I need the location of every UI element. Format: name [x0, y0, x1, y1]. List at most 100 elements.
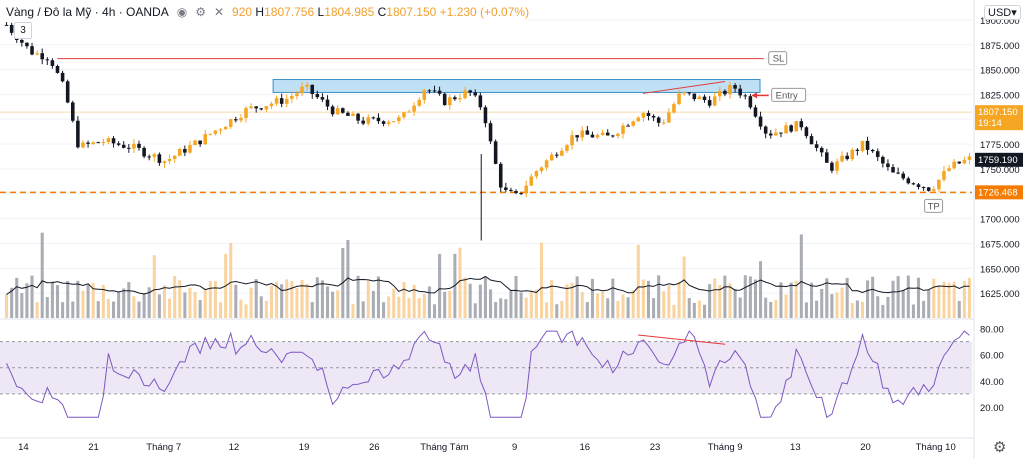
- candle[interactable]: [504, 182, 508, 193]
- candle[interactable]: [794, 121, 799, 132]
- currency-selector[interactable]: USD▾: [984, 5, 1021, 20]
- candle[interactable]: [341, 107, 345, 114]
- candle[interactable]: [458, 93, 462, 103]
- candle[interactable]: [279, 93, 284, 108]
- candle[interactable]: [901, 171, 906, 181]
- candle[interactable]: [651, 114, 656, 122]
- candle[interactable]: [621, 123, 625, 139]
- candle[interactable]: [142, 146, 146, 159]
- candle[interactable]: [346, 111, 350, 116]
- candle[interactable]: [132, 139, 136, 153]
- candle[interactable]: [738, 84, 742, 99]
- candle[interactable]: [509, 187, 513, 192]
- candle[interactable]: [40, 48, 44, 65]
- candle[interactable]: [580, 126, 585, 142]
- candle[interactable]: [223, 126, 228, 130]
- candle[interactable]: [845, 152, 849, 161]
- candle[interactable]: [76, 116, 80, 149]
- candle[interactable]: [442, 92, 447, 106]
- candle[interactable]: [947, 165, 951, 172]
- candle[interactable]: [284, 94, 289, 108]
- candle[interactable]: [432, 85, 437, 93]
- candle[interactable]: [840, 151, 844, 163]
- candle[interactable]: [86, 140, 90, 148]
- candle[interactable]: [116, 141, 121, 147]
- candle[interactable]: [921, 186, 926, 191]
- candle[interactable]: [101, 138, 106, 146]
- candle[interactable]: [575, 135, 579, 142]
- candle[interactable]: [763, 125, 768, 139]
- candle[interactable]: [636, 116, 641, 122]
- candle[interactable]: [870, 148, 875, 153]
- candle[interactable]: [391, 121, 396, 123]
- candle[interactable]: [177, 147, 182, 156]
- candle[interactable]: [335, 104, 340, 116]
- candle[interactable]: [804, 126, 809, 139]
- candle[interactable]: [534, 170, 539, 179]
- candle[interactable]: [743, 93, 748, 100]
- candle[interactable]: [799, 118, 804, 131]
- candle[interactable]: [305, 81, 309, 91]
- entry-label[interactable]: Entry: [771, 87, 807, 102]
- candle[interactable]: [20, 38, 24, 47]
- candle[interactable]: [493, 139, 498, 165]
- candle[interactable]: [519, 192, 523, 196]
- candle[interactable]: [417, 97, 422, 108]
- candle[interactable]: [667, 108, 671, 124]
- candle[interactable]: [656, 116, 661, 127]
- candle[interactable]: [967, 152, 972, 165]
- candle[interactable]: [397, 114, 401, 124]
- candle[interactable]: [483, 105, 488, 128]
- candle[interactable]: [875, 148, 880, 162]
- candle[interactable]: [498, 161, 503, 193]
- candle[interactable]: [590, 131, 595, 138]
- candle[interactable]: [616, 132, 620, 139]
- eye-icon[interactable]: ◉: [176, 5, 188, 19]
- candle[interactable]: [932, 186, 936, 193]
- candle[interactable]: [147, 154, 151, 161]
- candle[interactable]: [310, 84, 315, 99]
- candle[interactable]: [682, 91, 686, 96]
- candle[interactable]: [356, 112, 360, 124]
- candle[interactable]: [427, 89, 432, 94]
- candle[interactable]: [830, 161, 834, 174]
- candle[interactable]: [376, 113, 381, 125]
- candle[interactable]: [779, 132, 783, 138]
- candle[interactable]: [188, 140, 192, 154]
- candle[interactable]: [239, 114, 243, 123]
- candle[interactable]: [121, 141, 126, 149]
- candle[interactable]: [809, 133, 814, 145]
- candle[interactable]: [249, 103, 253, 110]
- candle[interactable]: [234, 116, 238, 123]
- candle[interactable]: [937, 179, 941, 193]
- candle[interactable]: [514, 189, 518, 195]
- candle[interactable]: [111, 136, 116, 148]
- candle[interactable]: [712, 92, 717, 107]
- candle[interactable]: [819, 146, 824, 157]
- candle[interactable]: [952, 159, 956, 170]
- candle[interactable]: [295, 90, 299, 100]
- candle[interactable]: [208, 133, 213, 136]
- candle[interactable]: [626, 123, 630, 127]
- candle[interactable]: [733, 83, 737, 93]
- candle[interactable]: [269, 101, 274, 109]
- candle[interactable]: [896, 167, 900, 175]
- candle[interactable]: [962, 156, 967, 165]
- candle[interactable]: [723, 89, 727, 97]
- candle[interactable]: [300, 82, 304, 96]
- candle[interactable]: [264, 106, 269, 113]
- candle[interactable]: [789, 124, 793, 133]
- candle[interactable]: [748, 93, 753, 110]
- candle[interactable]: [152, 152, 157, 162]
- candle[interactable]: [60, 70, 65, 83]
- candle[interactable]: [661, 119, 666, 125]
- candle[interactable]: [758, 111, 763, 130]
- candle[interactable]: [478, 92, 483, 111]
- candle[interactable]: [70, 100, 75, 123]
- candle[interactable]: [855, 148, 860, 156]
- candle[interactable]: [386, 120, 391, 127]
- candle[interactable]: [554, 152, 559, 158]
- close-icon[interactable]: ✕: [213, 5, 225, 19]
- candle[interactable]: [172, 155, 177, 163]
- candle[interactable]: [259, 107, 264, 111]
